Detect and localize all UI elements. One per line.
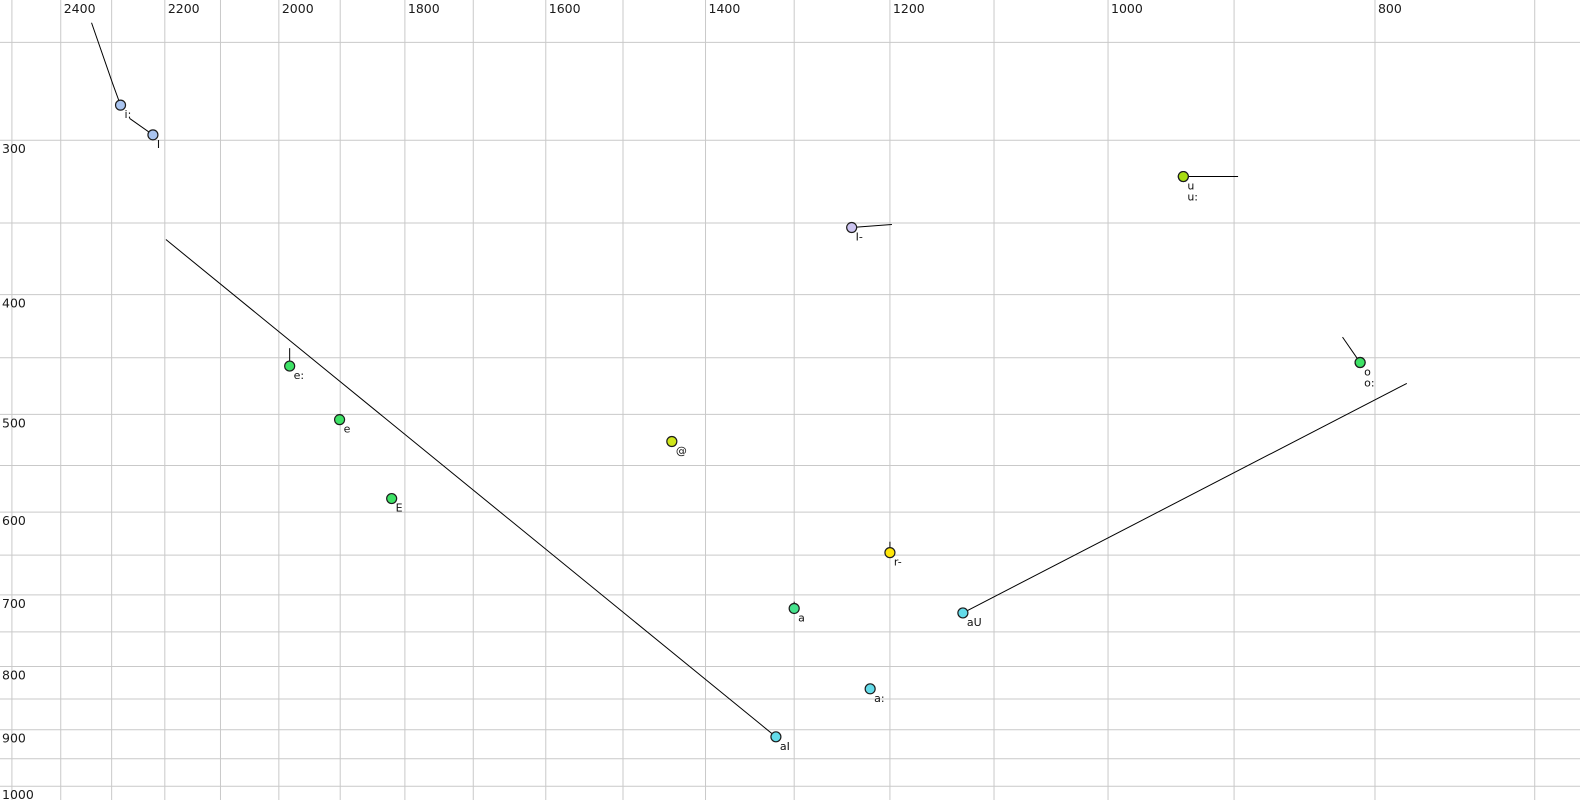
x-tick-label-2200: 2200 (168, 1, 200, 16)
y-tick-label-400: 400 (2, 296, 26, 311)
vowel-point-r- (884, 547, 896, 559)
x-tick-label-800: 800 (1378, 1, 1402, 16)
trajectory-i: (91, 22, 121, 106)
vowel-point-aU (957, 607, 969, 619)
vowel-label-I: I (157, 138, 160, 151)
vowel-point-@ (666, 435, 678, 448)
y-tick-label-300: 300 (2, 141, 26, 156)
vowel-label-aU: aU (967, 616, 982, 629)
vowel-label-r-: r- (894, 556, 902, 569)
vowel-label-e: e (344, 423, 351, 436)
vowel-point-aI (770, 731, 782, 743)
vowel-label-E: E (396, 502, 403, 515)
x-tick-label-1400: 1400 (709, 1, 741, 16)
vowel-point-I (147, 129, 159, 141)
vowel-label-o:: o: (1364, 377, 1374, 390)
y-tick-label-900: 900 (2, 731, 26, 746)
x-tick-label-2000: 2000 (282, 1, 314, 16)
vowel-point-e (333, 414, 346, 426)
vowel-label-o: o (1364, 366, 1371, 379)
x-tick-label-1000: 1000 (1111, 1, 1143, 16)
vowel-label-u: u (1187, 180, 1194, 193)
trajectory-I- (851, 223, 892, 229)
vowel-point-a (788, 602, 800, 615)
trajectory-aU (962, 382, 1408, 614)
vowel-label-u:: u: (1187, 191, 1198, 204)
y-tick-label-700: 700 (2, 596, 26, 611)
vowel-point-i: (114, 99, 127, 111)
vowel-label-a: a (798, 611, 805, 624)
y-tick-label-600: 600 (2, 513, 26, 528)
vowel-label-i:: i: (125, 108, 132, 121)
vowel-label-I-: I- (856, 231, 863, 244)
vowel-label-@: @ (676, 445, 687, 458)
vowel-point-I- (846, 221, 858, 234)
trajectory-aI (165, 239, 777, 738)
vowel-point-E (386, 492, 398, 505)
y-tick-label-800: 800 (2, 668, 26, 683)
vowel-point-u: (1177, 170, 1189, 183)
vowel-label-a:: a: (874, 692, 884, 705)
x-tick-label-1800: 1800 (408, 1, 440, 16)
vowel-label-aI: aI (780, 740, 790, 753)
vowel-point-o: (1354, 356, 1366, 369)
vowel-label-e:: e: (294, 369, 304, 382)
vowel-point-e: (284, 360, 296, 372)
x-tick-label-1200: 1200 (893, 1, 925, 16)
x-tick-label-1600: 1600 (549, 1, 581, 16)
x-tick-label-2400: 2400 (64, 1, 96, 16)
vowel-point-a: (864, 683, 876, 695)
y-tick-label-1000: 1000 (2, 787, 34, 800)
y-tick-label-500: 500 (2, 415, 26, 430)
